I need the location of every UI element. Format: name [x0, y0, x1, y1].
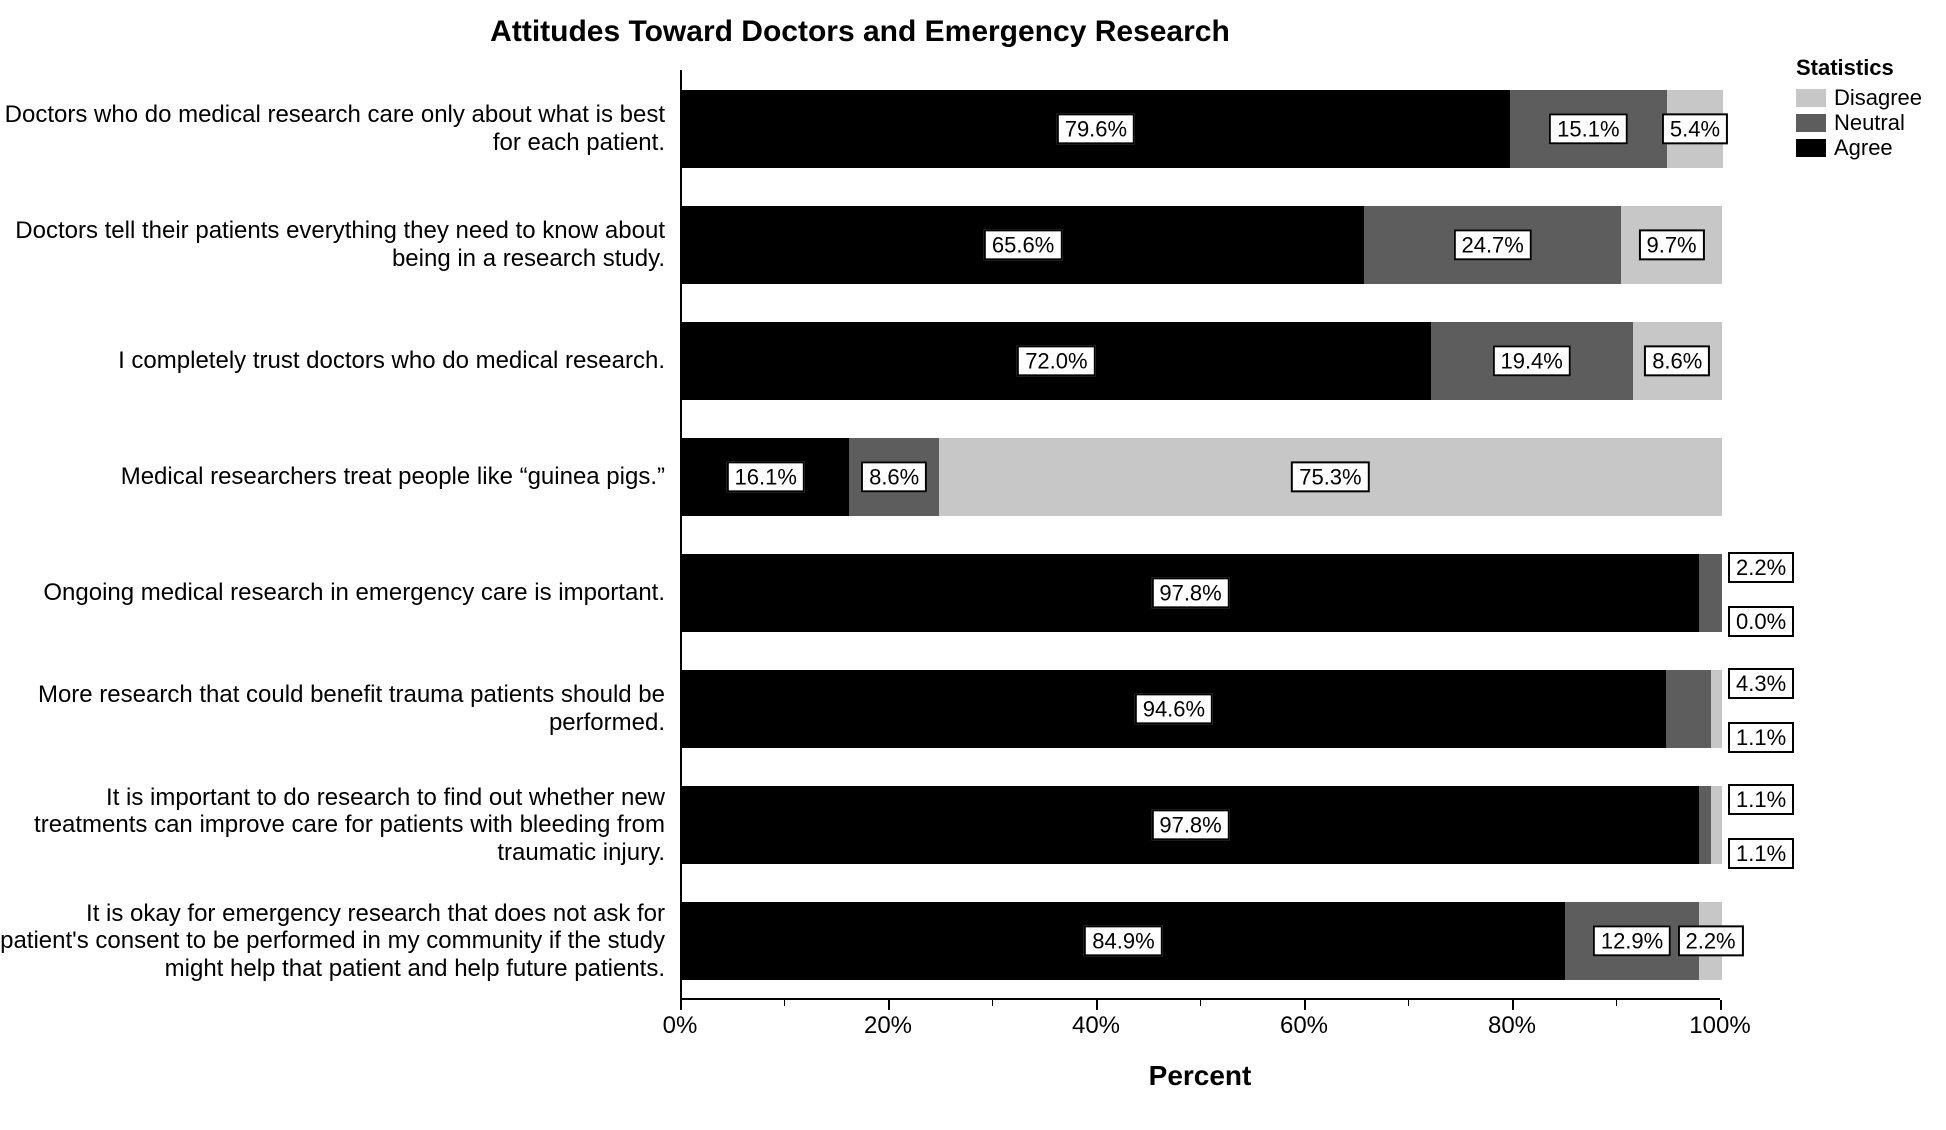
value-label-neutral: 12.9%	[1593, 925, 1671, 956]
value-label-disagree: 2.2%	[1677, 925, 1743, 956]
value-label-neutral: 24.7%	[1453, 229, 1531, 260]
bar-row: 97.8%	[682, 786, 1720, 864]
x-axis-title: Percent	[680, 1060, 1720, 1092]
xtick-label: 40%	[1072, 1012, 1120, 1040]
value-label-agree: 72.0%	[1017, 345, 1095, 376]
bar-segment-neutral	[1699, 786, 1710, 864]
bar-segment-disagree: 8.6%	[1633, 322, 1722, 400]
legend-label: Disagree	[1834, 85, 1922, 110]
bar-row: 84.9% 12.9% 2.2%	[682, 902, 1720, 980]
value-label-neutral: 4.3%	[1728, 668, 1794, 699]
bar-row: 97.8%	[682, 554, 1720, 632]
plot-area: 79.6% 15.1% 5.4% 65.6% 24.7% 9.7% 72.0% 19.4% 8.…	[680, 70, 1720, 1000]
category-label: I completely trust doctors who do medica…	[0, 322, 665, 400]
legend-swatch	[1796, 114, 1826, 132]
category-label: It is important to do research to find o…	[0, 786, 665, 864]
bar-segment-agree: 94.6%	[682, 670, 1666, 748]
xtick-major	[1304, 1000, 1306, 1010]
legend-title: Statistics	[1796, 55, 1922, 81]
bar-row: 79.6% 15.1% 5.4%	[682, 90, 1720, 168]
bar-row: 94.6%	[682, 670, 1720, 748]
legend-label: Agree	[1834, 135, 1893, 160]
xtick-label: 60%	[1280, 1012, 1328, 1040]
value-label-disagree: 1.1%	[1728, 838, 1794, 869]
legend-label: Neutral	[1834, 110, 1905, 135]
bar-segment-agree: 72.0%	[682, 322, 1431, 400]
legend-item: Agree	[1796, 135, 1922, 160]
xtick-major	[680, 1000, 682, 1010]
xtick-label: 100%	[1689, 1012, 1750, 1040]
bar-segment-neutral: 8.6%	[849, 438, 938, 516]
legend: Statistics DisagreeNeutralAgree	[1796, 55, 1922, 160]
legend-swatch	[1796, 89, 1826, 107]
bar-segment-disagree: 9.7%	[1621, 206, 1722, 284]
value-label-disagree: 9.7%	[1638, 229, 1704, 260]
xtick-minor	[784, 1000, 785, 1006]
xtick-label: 80%	[1488, 1012, 1536, 1040]
category-label: Doctors who do medical research care onl…	[0, 90, 665, 168]
bar-segment-agree: 16.1%	[682, 438, 849, 516]
xtick-minor	[1200, 1000, 1201, 1006]
bar-segment-agree: 97.8%	[682, 554, 1699, 632]
y-axis-labels: Doctors who do medical research care onl…	[0, 70, 665, 1000]
bar-segment-agree: 97.8%	[682, 786, 1699, 864]
bar-row: 65.6% 24.7% 9.7%	[682, 206, 1720, 284]
value-label-neutral: 15.1%	[1549, 113, 1627, 144]
legend-item: Neutral	[1796, 110, 1922, 135]
xtick-major	[1720, 1000, 1722, 1010]
xtick-major	[1096, 1000, 1098, 1010]
xtick-label: 0%	[663, 1012, 698, 1040]
value-label-agree: 65.6%	[984, 229, 1062, 260]
bar-segment-neutral: 15.1%	[1510, 90, 1667, 168]
xtick-major	[888, 1000, 890, 1010]
bar-segment-agree: 79.6%	[682, 90, 1510, 168]
value-label-neutral: 1.1%	[1728, 784, 1794, 815]
bar-segment-disagree: 75.3%	[939, 438, 1722, 516]
category-label: It is okay for emergency research that d…	[0, 902, 665, 980]
value-label-neutral: 19.4%	[1492, 345, 1570, 376]
bar-segment-disagree	[1711, 670, 1722, 748]
value-label-neutral: 2.2%	[1728, 552, 1794, 583]
value-label-neutral: 8.6%	[861, 461, 927, 492]
value-label-disagree: 0.0%	[1728, 606, 1794, 637]
bar-row: 72.0% 19.4% 8.6%	[682, 322, 1720, 400]
bar-segment-disagree: 5.4%	[1667, 90, 1723, 168]
category-label: Ongoing medical research in emergency ca…	[0, 554, 665, 632]
bar-segment-disagree: 2.2%	[1699, 902, 1722, 980]
legend-swatch	[1796, 139, 1826, 157]
chart-title: Attitudes Toward Doctors and Emergency R…	[0, 15, 1720, 49]
xtick-label: 20%	[864, 1012, 912, 1040]
category-label: Doctors tell their patients everything t…	[0, 206, 665, 284]
xtick-major	[1512, 1000, 1514, 1010]
value-label-agree: 97.8%	[1151, 577, 1229, 608]
category-label: More research that could benefit trauma …	[0, 670, 665, 748]
bar-segment-agree: 84.9%	[682, 902, 1565, 980]
value-label-agree: 84.9%	[1084, 925, 1162, 956]
bar-segment-disagree	[1711, 786, 1722, 864]
x-axis: 0%20%40%60%80%100%	[680, 1000, 1720, 1060]
bar-row: 16.1% 8.6% 75.3%	[682, 438, 1720, 516]
bar-segment-neutral	[1666, 670, 1711, 748]
value-label-disagree: 75.3%	[1291, 461, 1369, 492]
value-label-agree: 79.6%	[1057, 113, 1135, 144]
value-label-disagree: 5.4%	[1662, 113, 1728, 144]
bar-segment-neutral	[1699, 554, 1722, 632]
chart-container: Attitudes Toward Doctors and Emergency R…	[0, 0, 1946, 1130]
value-label-agree: 97.8%	[1151, 809, 1229, 840]
value-label-disagree: 1.1%	[1728, 722, 1794, 753]
value-label-agree: 94.6%	[1135, 693, 1213, 724]
bar-segment-neutral: 24.7%	[1364, 206, 1621, 284]
xtick-minor	[1616, 1000, 1617, 1006]
xtick-minor	[1408, 1000, 1409, 1006]
value-label-agree: 16.1%	[727, 461, 805, 492]
bar-segment-agree: 65.6%	[682, 206, 1364, 284]
bar-segment-neutral: 19.4%	[1431, 322, 1633, 400]
value-label-disagree: 8.6%	[1644, 345, 1710, 376]
category-label: Medical researchers treat people like “g…	[0, 438, 665, 516]
legend-item: Disagree	[1796, 85, 1922, 110]
xtick-minor	[992, 1000, 993, 1006]
